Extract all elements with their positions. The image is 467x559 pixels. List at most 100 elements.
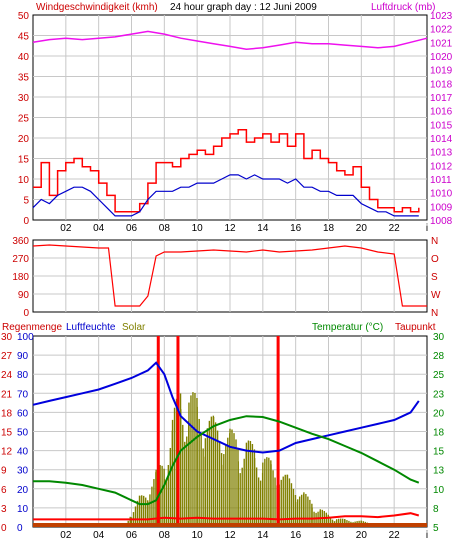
x-tick-label: 12: [224, 223, 236, 234]
humidity-y-tick: 20: [17, 485, 29, 496]
rain-bar: [276, 336, 280, 527]
chart-marks: 0510152025303540455010081009101010111012…: [1, 11, 453, 541]
humidity-series: [32, 361, 420, 454]
wind-y-tick: 15: [18, 155, 30, 166]
temperature-y-tick: 20: [433, 408, 445, 419]
dewpoint-axis-title: Taupunkt: [395, 322, 436, 333]
temperature-series: [33, 415, 420, 506]
x-tick-label: 22: [389, 223, 401, 234]
direction-y-tick: 180: [12, 272, 29, 283]
rain-y-tick: 3: [1, 504, 7, 515]
compass-tick: S: [431, 272, 438, 283]
pressure-y-tick: 1020: [430, 52, 453, 63]
x-tick-label: 02: [60, 223, 72, 234]
x-tick-label: 06: [126, 223, 138, 234]
humidity-y-tick: 90: [17, 351, 29, 362]
pressure-y-tick: 1019: [430, 66, 453, 77]
humidity-y-tick: 100: [17, 332, 34, 343]
compass-tick: N: [431, 236, 438, 247]
temperature-y-tick: 5: [433, 523, 439, 534]
x-tick-label: 16: [290, 223, 302, 234]
pressure-y-tick: 1023: [430, 11, 453, 22]
direction-y-tick: 90: [18, 290, 30, 301]
humidity-y-tick: 50: [17, 428, 29, 439]
wind-speed-series: [33, 129, 420, 213]
rain-y-tick: 30: [1, 332, 13, 343]
x-tick-label: 12: [224, 530, 236, 541]
pressure-y-tick: 1014: [430, 134, 453, 145]
humidity-y-tick: 70: [17, 389, 29, 400]
wind-y-tick: 10: [18, 175, 30, 186]
x-tick-label: i: [426, 223, 428, 234]
humidity-y-tick: 10: [17, 504, 29, 515]
humidity-axis-title: Luftfeuchte: [66, 322, 116, 333]
wind-y-tick: 20: [18, 134, 30, 145]
wind-average-series: [32, 174, 419, 217]
pressure-y-tick: 1018: [430, 79, 453, 90]
pressure-axis-title: Luftdruck (mb): [371, 2, 435, 13]
x-tick-label: 22: [389, 530, 401, 541]
rain-y-tick: 12: [1, 447, 13, 458]
rain-y-tick: 0: [1, 523, 7, 534]
pressure-y-tick: 1009: [430, 202, 453, 213]
x-tick-label: 04: [93, 223, 105, 234]
x-tick-label: 14: [257, 530, 269, 541]
pressure-y-tick: 1022: [430, 25, 453, 36]
x-tick-label: 08: [159, 530, 171, 541]
temperature-y-tick: 15: [433, 447, 445, 458]
x-tick-label: 08: [159, 223, 171, 234]
temperature-y-tick: 13: [433, 466, 445, 477]
pressure-y-tick: 1013: [430, 148, 453, 159]
rain-y-tick: 21: [1, 389, 13, 400]
temperature-y-tick: 30: [433, 332, 445, 343]
temperature-y-tick: 25: [433, 370, 445, 381]
pressure-y-tick: 1016: [430, 107, 453, 118]
wind-y-tick: 30: [18, 93, 30, 104]
temperature-axis-title: Temperatur (°C): [312, 322, 383, 333]
rain-y-tick: 6: [1, 485, 7, 496]
wind-y-tick: 40: [18, 52, 30, 63]
wind-axis-title: Windgeschwindigkeit (kmh): [36, 2, 158, 13]
x-tick-label: 20: [356, 530, 368, 541]
x-tick-label: 18: [323, 530, 335, 541]
x-tick-label: 10: [192, 530, 204, 541]
x-tick-label: 16: [290, 530, 302, 541]
direction-y-tick: 360: [12, 236, 29, 247]
temperature-y-tick: 8: [433, 504, 439, 515]
pressure-series: [32, 30, 428, 50]
temperature-y-tick: 23: [433, 389, 445, 400]
wind-y-tick: 50: [18, 11, 30, 22]
x-tick-label: i: [426, 530, 428, 541]
humidity-y-tick: 30: [17, 466, 29, 477]
direction-y-tick: 0: [23, 308, 29, 319]
pressure-y-tick: 1015: [430, 120, 453, 131]
humidity-y-tick: 60: [17, 408, 29, 419]
x-tick-label: 02: [60, 530, 72, 541]
compass-tick: N: [431, 308, 438, 319]
pressure-y-tick: 1021: [430, 38, 453, 49]
pressure-y-tick: 1012: [430, 161, 453, 172]
temperature-y-tick: 18: [433, 428, 445, 439]
x-tick-label: 10: [192, 223, 204, 234]
pressure-y-tick: 1011: [430, 175, 452, 186]
x-tick-label: 20: [356, 223, 368, 234]
wind-y-tick: 0: [23, 216, 29, 227]
x-tick-label: 18: [323, 223, 335, 234]
wind-y-tick: 25: [18, 114, 30, 125]
dewpoint-series: [33, 512, 420, 521]
wind-direction-series: [32, 244, 427, 307]
compass-tick: O: [431, 254, 439, 265]
rain-y-tick: 9: [1, 466, 7, 477]
x-tick-label: 14: [257, 223, 269, 234]
rain-y-tick: 24: [1, 370, 13, 381]
x-tick-label: 04: [93, 530, 105, 541]
pressure-y-tick: 1010: [430, 189, 453, 200]
direction-y-tick: 270: [12, 254, 29, 265]
rain-axis-title: Regenmenge: [2, 322, 62, 333]
wind-y-tick: 35: [18, 73, 30, 84]
solar-axis-title: Solar: [122, 322, 146, 333]
rain-bar: [176, 336, 180, 527]
x-tick-label: 06: [126, 530, 138, 541]
